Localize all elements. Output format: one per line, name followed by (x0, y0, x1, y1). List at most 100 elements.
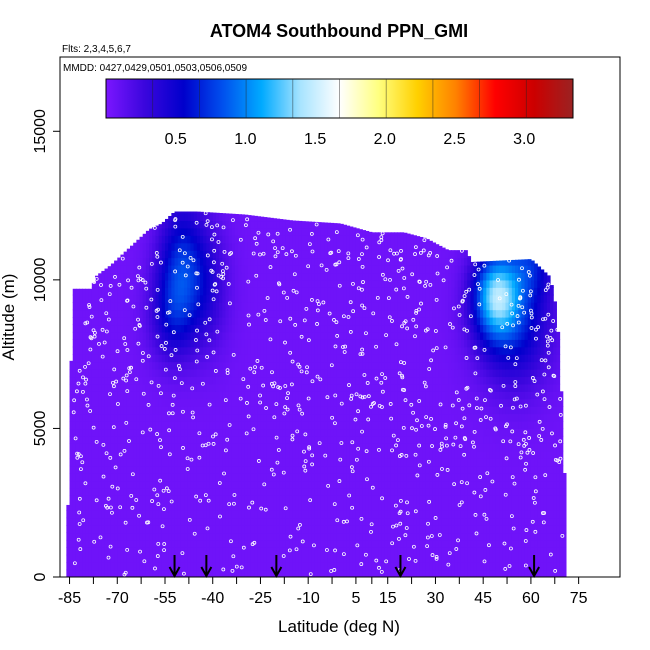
heatmap-cell (231, 458, 236, 467)
heatmap-cell (333, 495, 338, 504)
heatmap-cell (289, 235, 293, 244)
heatmap-cell (231, 279, 236, 288)
heatmap-cell (174, 257, 179, 266)
heatmap-cell (165, 272, 169, 281)
heatmap-cell (69, 361, 74, 370)
heatmap-cell (295, 435, 300, 444)
heatmap-cell (177, 211, 182, 214)
heatmap-cell (317, 222, 322, 229)
heatmap-cell (110, 309, 115, 318)
heatmap-cell (362, 230, 367, 236)
heatmap-cell (330, 421, 335, 430)
heatmap-cell (91, 554, 96, 563)
heatmap-cell (349, 391, 354, 400)
heatmap-cell (168, 354, 172, 363)
heatmap-cell (257, 369, 262, 378)
heatmap-cell (235, 421, 239, 430)
heatmap-cell (88, 413, 93, 422)
heatmap-cell (371, 406, 376, 415)
heatmap-cell (362, 450, 367, 459)
heatmap-cell (314, 450, 319, 459)
heatmap-cell (282, 279, 287, 288)
heatmap-cell (403, 562, 408, 571)
heatmap-cell (165, 421, 169, 430)
heatmap-cell (371, 376, 376, 385)
heatmap-cell (330, 562, 335, 571)
heatmap-cell (394, 272, 398, 281)
heatmap-cell (394, 510, 398, 519)
heatmap-cell (69, 502, 74, 511)
heatmap-cell (257, 242, 262, 251)
heatmap-cell (142, 539, 147, 548)
heatmap-cell (340, 554, 344, 563)
heatmap-cell (346, 435, 351, 444)
heatmap-cell (298, 525, 303, 534)
heatmap-cell (266, 235, 271, 244)
heatmap-cell (320, 435, 325, 444)
heatmap-cell (381, 309, 386, 318)
heatmap-cell (145, 376, 150, 385)
heatmap-cell (165, 369, 169, 378)
heatmap-cell (400, 480, 405, 489)
heatmap-cell (343, 376, 347, 385)
heatmap-cell (263, 361, 268, 370)
heatmap-cell (301, 554, 306, 563)
heatmap-cell (244, 458, 249, 467)
heatmap-cell (263, 450, 268, 459)
heatmap-cell (375, 487, 379, 496)
heatmap-cell (241, 391, 246, 400)
heatmap-cell (266, 398, 271, 407)
heatmap-cell (324, 458, 328, 467)
heatmap-cell (311, 562, 316, 571)
heatmap-cell (257, 421, 262, 430)
heatmap-cell (400, 443, 405, 452)
heatmap-cell (394, 317, 398, 326)
heatmap-cell (355, 532, 360, 541)
heatmap-cell (155, 346, 160, 355)
heatmap-cell (311, 569, 316, 577)
heatmap-cell (72, 354, 77, 363)
heatmap-cell (387, 458, 392, 467)
heatmap-cell (145, 265, 150, 274)
heatmap-cell (276, 272, 281, 281)
heatmap-cell (79, 376, 83, 385)
heatmap-cell (222, 317, 227, 326)
heatmap-cell (324, 562, 328, 571)
heatmap-cell (371, 339, 376, 348)
heatmap-cell (394, 302, 398, 311)
heatmap-cell (355, 473, 360, 482)
heatmap-cell (298, 391, 303, 400)
heatmap-cell (282, 346, 287, 355)
heatmap-cell (266, 331, 271, 340)
heatmap-cell (209, 383, 214, 392)
heatmap-cell (390, 235, 395, 244)
heatmap-cell (308, 525, 312, 534)
heatmap-cell (400, 495, 405, 504)
heatmap-cell (142, 235, 147, 244)
heatmap-cell (120, 428, 125, 437)
heatmap-cell (110, 369, 115, 378)
heatmap-cell (126, 383, 131, 392)
heatmap-cell (190, 502, 195, 511)
heatmap-cell (314, 473, 319, 482)
heatmap-cell (330, 406, 335, 415)
heatmap-cell (206, 376, 211, 385)
heatmap-cell (381, 391, 386, 400)
heatmap-cell (375, 354, 379, 363)
heatmap-cell (165, 495, 169, 504)
heatmap-cell (98, 480, 102, 489)
heatmap-cell (75, 487, 80, 496)
heatmap-cell (155, 227, 160, 236)
heatmap-cell (387, 331, 392, 340)
heatmap-cell (215, 346, 220, 355)
heatmap-cell (91, 495, 96, 504)
heatmap-cell (155, 369, 160, 378)
heatmap-cell (190, 220, 195, 229)
heatmap-cell (375, 450, 379, 459)
heatmap-cell (327, 324, 332, 333)
heatmap-cell (368, 287, 373, 296)
heatmap-cell (273, 532, 277, 541)
heatmap-cell (152, 458, 157, 467)
heatmap-cell (289, 331, 293, 340)
heatmap-cell (231, 480, 236, 489)
